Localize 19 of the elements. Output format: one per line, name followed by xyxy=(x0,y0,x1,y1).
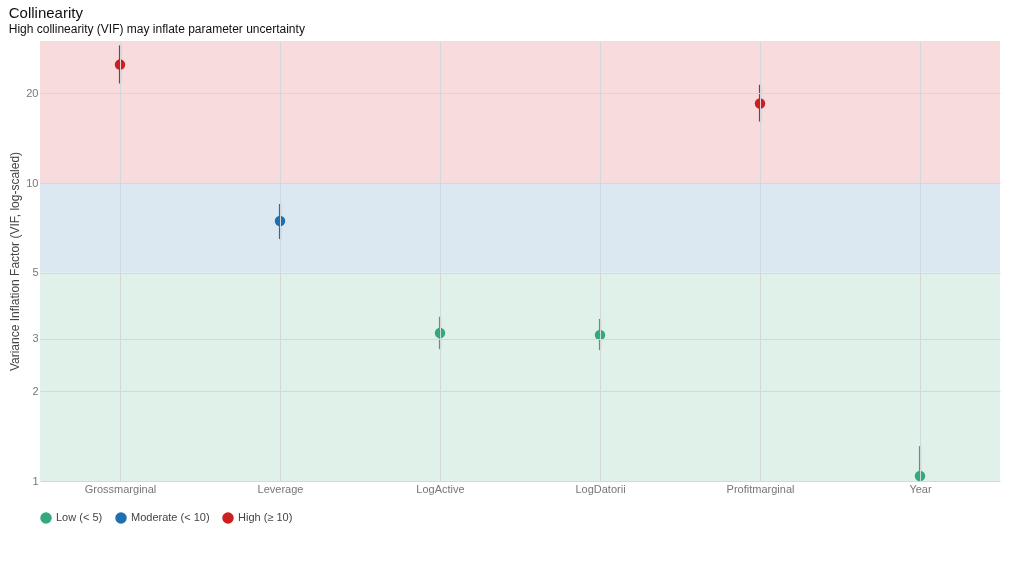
legend-label: High (≥ 10) xyxy=(238,511,293,523)
x-tick-label: LogActive xyxy=(416,482,465,495)
chart-title: Collinearity xyxy=(8,4,84,21)
y-tick-label: 3 xyxy=(32,332,39,345)
y-tick-label: 1 xyxy=(32,474,39,487)
legend-label: Moderate (< 10) xyxy=(131,511,210,523)
x-tick-label: Profitmarginal xyxy=(726,482,795,495)
x-tick-label: Leverage xyxy=(257,482,304,495)
chart-subtitle: High collinearity (VIF) may inflate parameter uncertainty xyxy=(8,22,305,36)
x-tick-label: Year xyxy=(909,482,932,495)
y-tick-label: 20 xyxy=(26,86,39,99)
y-tick-label: 5 xyxy=(32,266,39,279)
y-tick-label: 10 xyxy=(26,176,39,189)
legend-label: Low (< 5) xyxy=(56,511,103,523)
x-tick-label: Grossmarginal xyxy=(84,482,157,495)
point xyxy=(274,215,286,227)
x-tick-label: LogDatorii xyxy=(575,482,626,495)
y-tick-label: 2 xyxy=(32,384,39,397)
y-axis-title: Variance Inflation Factor (VIF, log-scaled) xyxy=(8,151,23,372)
